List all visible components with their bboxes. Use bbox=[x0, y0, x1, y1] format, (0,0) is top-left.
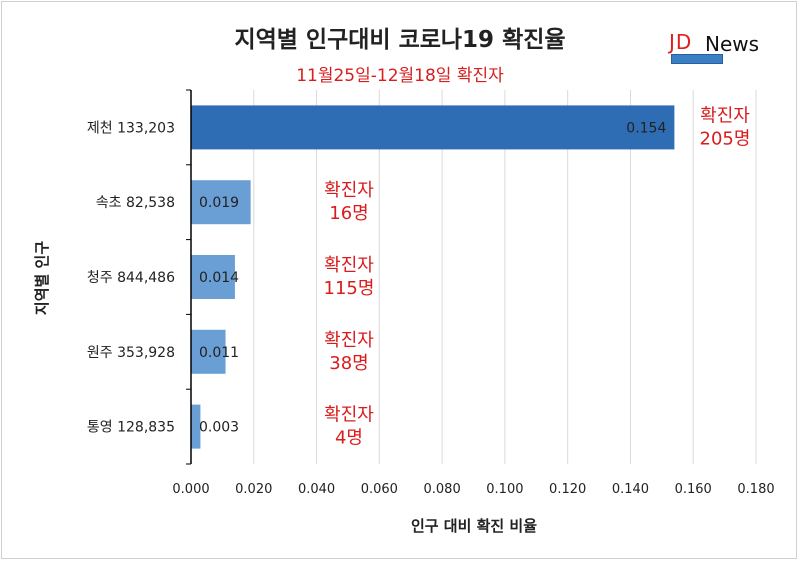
y-axis-title: 지역별 인구 bbox=[33, 241, 51, 315]
category-label: 속초 82,538 bbox=[96, 195, 175, 211]
x-tick-label: 0.160 bbox=[675, 482, 712, 497]
category-label: 원주 353,928 bbox=[87, 345, 175, 361]
x-tick-label: 0.120 bbox=[549, 482, 586, 497]
x-tick-label: 0.000 bbox=[172, 482, 209, 497]
axes bbox=[186, 89, 192, 465]
brand-logo-bar bbox=[671, 54, 723, 64]
chart-subtitle: 11월25일-12월18일 확진자 bbox=[296, 66, 504, 86]
x-axis-title: 인구 대비 확진 비율 bbox=[411, 517, 537, 535]
x-tick-label: 0.060 bbox=[361, 482, 398, 497]
annotation-line1: 확진자 bbox=[324, 405, 374, 426]
annotation-line2: 38명 bbox=[329, 353, 368, 374]
x-tick-label: 0.080 bbox=[424, 482, 461, 497]
brand-logo: JD News bbox=[665, 30, 775, 64]
category-label: 통영 128,835 bbox=[87, 420, 175, 436]
x-tick-label: 0.040 bbox=[298, 482, 335, 497]
category-label: 제천 133,203 bbox=[87, 120, 175, 136]
gridlines bbox=[253, 90, 757, 464]
data-label: 0.011 bbox=[199, 345, 239, 361]
bar bbox=[191, 180, 251, 225]
data-label: 0.154 bbox=[626, 120, 666, 136]
annotation-line1: 확진자 bbox=[700, 105, 750, 126]
x-tick-label: 0.140 bbox=[612, 482, 649, 497]
annotation-line2: 115명 bbox=[324, 278, 375, 299]
bar bbox=[191, 329, 226, 374]
x-tick-label: 0.100 bbox=[486, 482, 523, 497]
brand-logo-jd: JD bbox=[669, 30, 693, 54]
annotation-line1: 확진자 bbox=[324, 255, 374, 276]
category-label: 청주 844,486 bbox=[87, 270, 175, 286]
chart-title: 지역별 인구대비 코로나19 확진율 bbox=[234, 27, 566, 53]
data-label: 0.014 bbox=[199, 270, 239, 286]
data-label: 0.003 bbox=[199, 420, 239, 436]
bar bbox=[191, 105, 675, 150]
data-label: 0.019 bbox=[199, 195, 239, 211]
bar bbox=[191, 404, 201, 449]
annotation-line2: 4명 bbox=[335, 428, 363, 449]
bar bbox=[191, 255, 235, 299]
annotation-line1: 확진자 bbox=[324, 330, 374, 351]
x-tick-label: 0.020 bbox=[235, 482, 272, 497]
brand-logo-news: News bbox=[705, 32, 760, 56]
annotation-line1: 확진자 bbox=[324, 180, 374, 201]
annotation-line2: 16명 bbox=[329, 203, 368, 224]
x-tick-label: 0.180 bbox=[737, 482, 774, 497]
bars bbox=[191, 105, 675, 449]
labels: 0.000 0.020 0.040 0.060 0.080 0.100 0.120 0.140… bbox=[33, 105, 775, 535]
annotation-line2: 205명 bbox=[700, 128, 751, 149]
